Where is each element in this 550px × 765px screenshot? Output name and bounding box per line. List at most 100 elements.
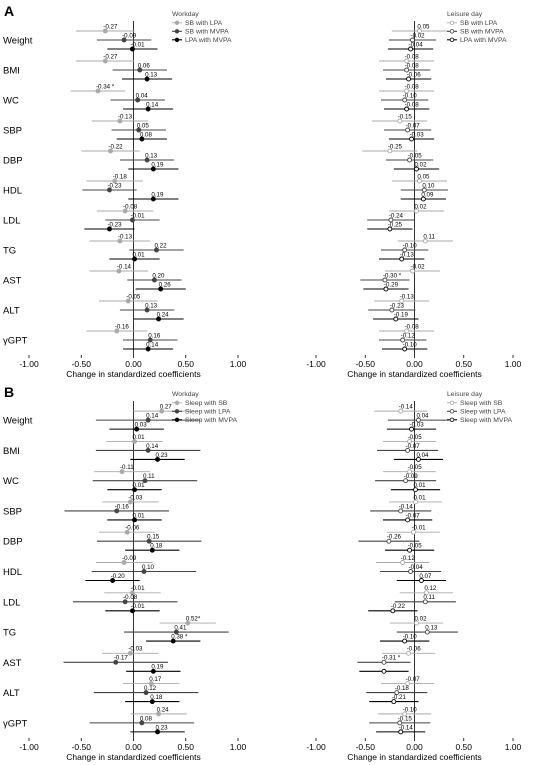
legend-swatch-point — [174, 29, 180, 34]
value-label: 0.52* — [186, 615, 201, 622]
value-label: 0.22 — [154, 242, 167, 249]
point-estimate — [121, 37, 127, 43]
category-label: Weight — [3, 416, 33, 427]
point-estimate — [421, 187, 427, 193]
value-label: -0.03 — [128, 494, 143, 501]
value-label: -0.13 — [400, 293, 415, 300]
point-estimate — [415, 417, 421, 423]
value-label: 0.10 — [142, 564, 155, 571]
point-estimate — [413, 499, 418, 505]
point-estimate — [95, 88, 101, 94]
point-estimate — [149, 547, 155, 553]
point-estimate — [150, 196, 156, 202]
value-label: 0.17 — [149, 676, 162, 683]
point-estimate — [122, 208, 128, 214]
value-label: -0.01 — [412, 525, 427, 532]
value-label: -0.02 — [411, 32, 426, 39]
point-estimate — [185, 620, 191, 626]
point-estimate — [403, 478, 409, 484]
value-label: -0.14 — [399, 503, 414, 510]
point-estimate — [156, 711, 162, 717]
value-label: -0.15 — [398, 715, 413, 722]
value-label: 0.41 — [174, 624, 187, 631]
category-label: Weight — [3, 36, 33, 47]
category-label: AST — [3, 658, 22, 669]
point-estimate — [406, 650, 412, 656]
point-estimate — [139, 136, 145, 142]
point-estimate — [398, 508, 404, 514]
point-estimate — [422, 238, 428, 244]
value-label: 0.12 — [144, 685, 157, 692]
x-tick-label: 1.00 — [505, 742, 522, 752]
category-label: TG — [3, 246, 16, 257]
value-label: 0.05 — [137, 122, 150, 129]
value-label: -0.07 — [406, 512, 421, 519]
point-estimate — [151, 277, 157, 283]
legend-swatch-point — [174, 409, 180, 414]
legend-swatch-point — [174, 417, 180, 422]
value-label: -0.26 — [387, 534, 402, 541]
point-estimate — [388, 217, 394, 223]
value-label: -0.22 — [109, 143, 124, 150]
point-estimate — [144, 76, 150, 82]
value-label: -0.25 — [388, 221, 403, 228]
point-estimate — [410, 37, 415, 43]
legend-entry: SB with MVPA — [185, 29, 229, 36]
legend-title: Leisure day — [447, 11, 483, 18]
value-label: 0.14 — [146, 443, 159, 450]
point-estimate — [390, 608, 396, 614]
value-label: 0.01 — [133, 482, 146, 489]
value-label: -0.10 — [403, 633, 418, 640]
point-estimate — [397, 720, 403, 726]
category-label: SBP — [3, 506, 22, 517]
point-estimate — [114, 328, 120, 334]
value-label: -0.10 — [403, 242, 418, 249]
value-label: -0.01 — [130, 585, 145, 592]
value-label: -0.14 — [399, 404, 414, 411]
value-label: -0.27 — [103, 53, 118, 60]
legend-entry: Sleep with SB — [185, 400, 228, 407]
point-estimate — [108, 148, 113, 154]
value-label: 0.14 — [146, 341, 159, 348]
point-estimate — [134, 426, 140, 432]
point-estimate — [420, 196, 426, 202]
legend-title: Workday — [172, 11, 199, 18]
point-estimate — [121, 560, 127, 565]
point-estimate — [404, 88, 410, 94]
point-estimate — [411, 529, 416, 535]
point-estimate — [391, 699, 397, 705]
point-estimate — [398, 408, 404, 414]
legend-swatch-point — [449, 29, 455, 34]
legend-entry: Sleep with MVPA — [185, 417, 237, 424]
chart-layer: Weight -0.27 -0.09 -0.01 BMI -0.27 0.06 0.13 WC -… — [3, 11, 522, 762]
point-estimate — [416, 178, 422, 184]
point-estimate — [127, 499, 133, 505]
legend-entry: LPA with MVPA — [460, 37, 507, 44]
value-label: -0.24 — [389, 212, 404, 219]
point-estimate — [122, 599, 128, 605]
value-label: -0.25 — [388, 143, 403, 150]
point-estimate — [144, 157, 150, 163]
point-estimate — [405, 517, 411, 523]
point-estimate — [136, 127, 142, 133]
point-estimate — [407, 438, 413, 444]
legend-entry: SB with MVPA — [460, 29, 504, 36]
point-estimate — [414, 166, 419, 172]
point-estimate — [143, 690, 149, 696]
value-label: -0.23 — [107, 182, 122, 189]
x-tick-label: -0.50 — [356, 742, 376, 752]
point-estimate — [397, 118, 403, 124]
point-estimate — [130, 217, 135, 223]
value-label: 0.19 — [151, 664, 164, 671]
point-estimate — [145, 417, 151, 423]
value-label: -0.13 — [118, 113, 133, 120]
value-label: -0.03 — [410, 131, 425, 138]
value-label: 0.24 — [157, 311, 170, 318]
legend-entry: Sleep with MVPA — [460, 417, 512, 424]
legend-entry: Sleep with LPA — [460, 409, 506, 416]
point-estimate — [102, 28, 108, 34]
point-estimate — [386, 538, 392, 544]
x-axis-title: Change in standardized coefficients — [66, 752, 201, 762]
point-estimate — [407, 469, 413, 475]
point-estimate — [173, 629, 179, 635]
